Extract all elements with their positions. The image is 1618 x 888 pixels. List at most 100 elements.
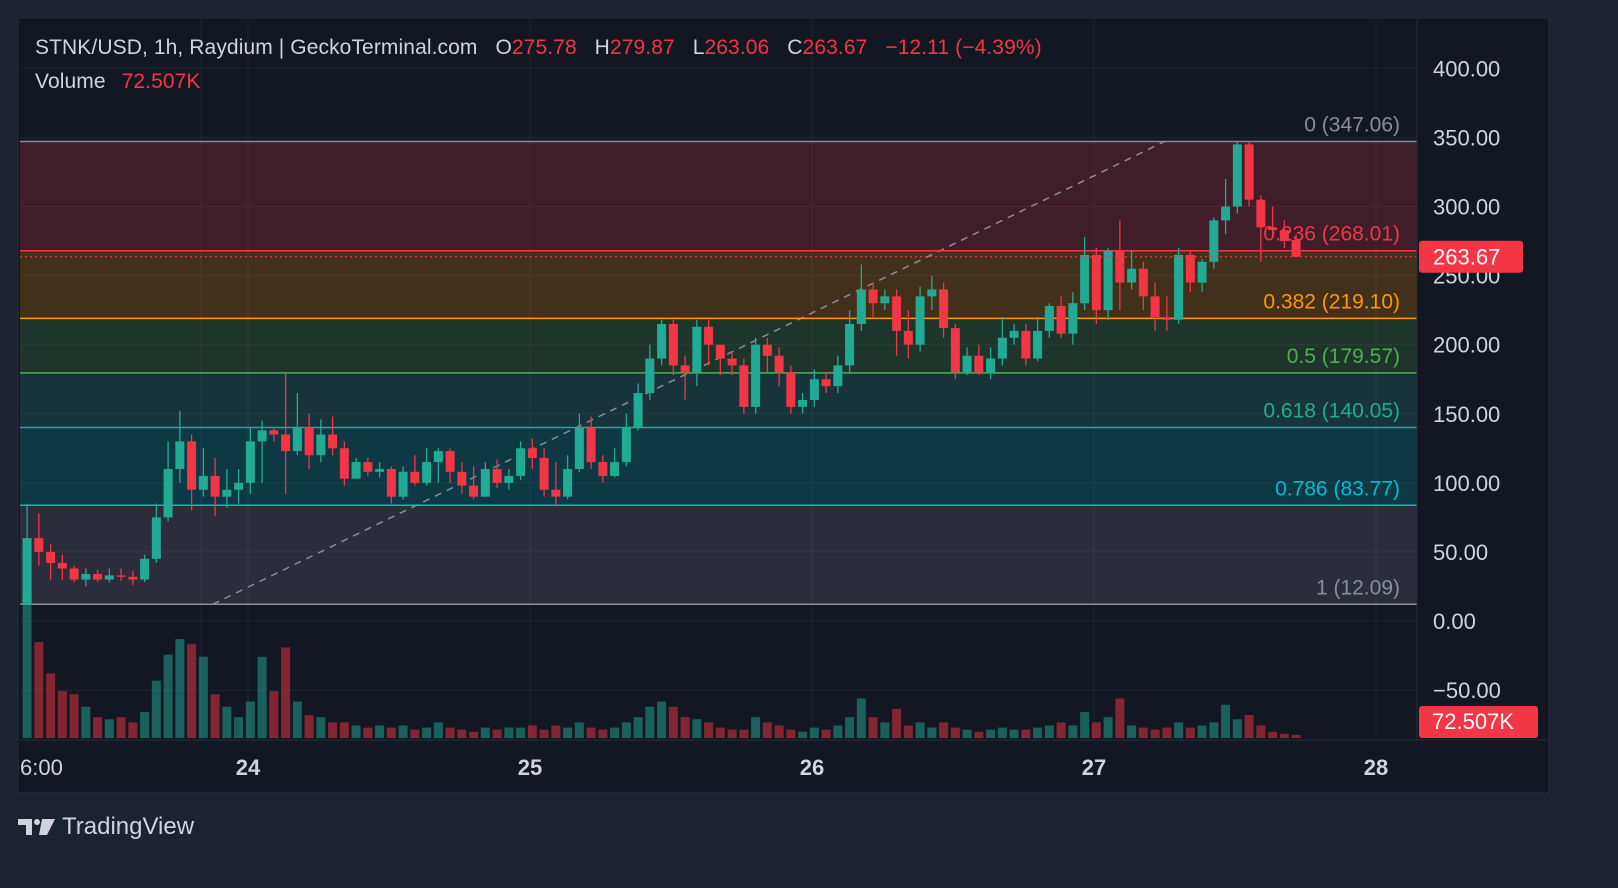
candle-body [363,462,373,472]
candle-body [1279,230,1289,242]
volume-badge [1419,706,1538,738]
volume-bar [410,729,420,738]
volume-bar [257,656,267,738]
last-price-label: 263.67 [1433,245,1500,270]
volume-bar [692,719,702,738]
y-tick-label: 400.00 [1433,56,1500,81]
candle-body [880,296,890,304]
x-tick-label: 25 [518,755,542,780]
volume-bar [504,727,514,738]
volume-bar [516,727,526,738]
volume-bar [1091,722,1101,738]
volume-bar [46,673,56,738]
candle-body [868,289,878,304]
fib-level-label: 0 (347.06) [1304,114,1400,137]
candle-body [104,575,114,580]
candle-body [950,328,960,373]
fib-level-label: 0.382 (219.10) [1263,290,1400,313]
last-price-badge [1419,240,1523,273]
candle-body [245,441,255,483]
volume-bar [1068,725,1078,738]
candle-body [339,448,349,479]
candle-body [187,441,197,490]
symbol-label[interactable]: STNK/USD, 1h, Raydium | GeckoTerminal.co… [35,36,478,59]
candle-body [668,323,678,366]
fib-level-label: 0.236 (268.01) [1263,223,1400,246]
volume-bar [398,725,408,738]
volume-bar [563,727,573,738]
y-tick-label: 100.00 [1433,471,1500,496]
candle-body [1021,330,1031,359]
volume-legend: Volume 72.507K [35,70,201,94]
volume-bar [680,717,690,738]
candle-body [1103,250,1113,311]
volume-bar [586,727,596,738]
volume-bar [1291,734,1301,738]
volume-bar [821,729,831,738]
candle-body [1174,254,1184,320]
volume-bar [1033,727,1043,738]
volume-bar [422,727,432,738]
candle-body [704,326,714,345]
candle-body [563,469,573,497]
candle-body [539,457,549,490]
high-value: 279.87 [609,36,675,59]
volume-bar [786,729,796,738]
candle-body [645,358,655,394]
high-label: H [594,36,610,59]
candle-body [281,434,291,452]
volume-bar [574,722,584,738]
volume-bar [903,725,913,738]
candle-body [621,427,631,463]
volume-bar [997,727,1007,738]
candle-body [845,323,855,366]
volume-bar [880,722,890,738]
volume-bar [281,647,291,738]
candle-body [151,517,161,559]
fib-zone [20,250,1417,319]
change-value: −12.11 (−4.39%) [885,36,1042,59]
candle-body [46,551,56,563]
candle-body [586,427,596,463]
fib-zone [20,141,1417,251]
volume-bar [1185,727,1195,738]
volume-bar [798,731,808,738]
fib-level-label: 1 (12.09) [1316,576,1400,599]
volume-bar [727,729,737,738]
volume-bar [1197,725,1207,738]
volume-bar [1232,719,1242,738]
volume-bar [128,722,138,738]
volume-bar [809,727,819,738]
chart-canvas: 0 (347.06) 0.236 (268.01) 0.382 (219.10) 0.… [17,17,1550,794]
volume-label[interactable]: Volume [35,70,106,93]
candle-body [610,462,620,476]
volume-bar [234,717,244,738]
candle-body [304,427,314,456]
candle-body [328,434,338,449]
fib-zone [20,505,1417,605]
volume-bar [939,722,949,738]
fib-level-label: 0.5 (179.57) [1287,345,1400,368]
tradingview-brand[interactable]: TradingView [18,810,194,844]
volume-bar [598,729,608,738]
y-tick-label: 150.00 [1433,402,1500,427]
candle-body [22,538,32,605]
candle-body [1244,144,1254,200]
volume-bar [751,717,761,738]
candle-body [986,358,996,373]
candle-body [480,469,490,497]
candle-body [1056,306,1066,334]
candle-body [798,399,808,407]
volume-bar [527,725,537,738]
volume-bar [856,698,866,738]
volume-bar [245,701,255,738]
candle-body [1091,254,1101,311]
candle-body [1162,317,1172,320]
volume-bar [1080,711,1090,738]
low-value: 263.06 [704,36,770,59]
candle-body [527,448,537,458]
candle-body [786,372,796,407]
volume-bar [1209,722,1219,738]
fib-level-label: 0.618 (140.05) [1263,400,1400,423]
candle-body [1232,144,1242,207]
